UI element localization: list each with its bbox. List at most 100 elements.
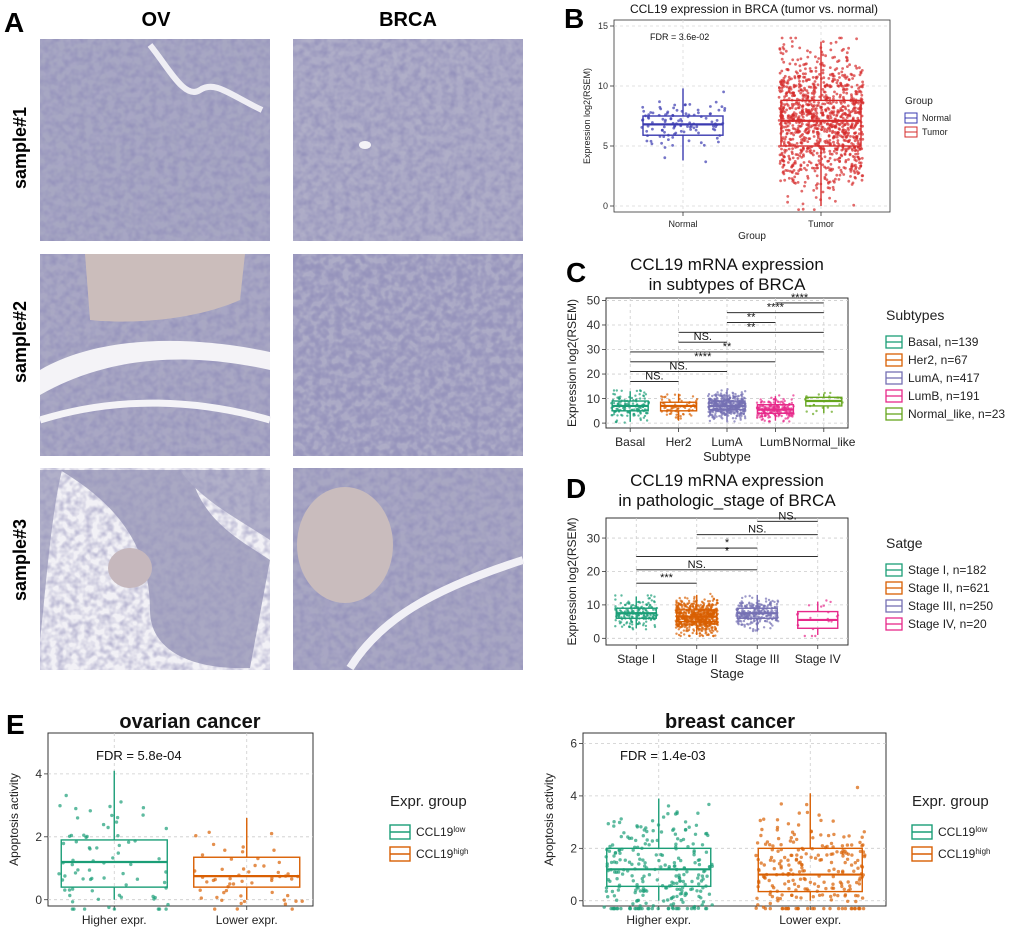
data-point [689,619,693,622]
data-point [692,126,696,130]
data-point [707,802,711,807]
data-point [843,123,847,127]
data-point [827,869,831,873]
data-point [767,416,770,419]
data-point [790,830,795,834]
data-point [696,108,700,112]
data-point [856,142,860,146]
data-point [744,595,747,598]
data-point [740,623,743,626]
data-point [834,40,838,44]
data-point [663,146,667,149]
data-point [855,37,858,41]
data-point [828,196,831,200]
data-point [693,595,696,599]
data-point [825,178,829,182]
data-point [70,900,75,904]
data-point [665,898,670,902]
data-point [791,92,795,95]
histology-image-brca-2 [293,254,523,456]
data-point [850,167,853,171]
data-point [817,124,821,127]
y-tick-label: 0 [570,894,577,908]
data-point [708,612,711,615]
data-point [228,876,232,881]
data-point [858,66,861,70]
data-point [806,147,809,151]
data-point [838,36,841,40]
data-point [850,85,854,89]
data-point [651,127,654,131]
data-point [740,395,744,398]
data-point [806,174,809,178]
data-point [682,872,686,877]
data-point [824,54,827,58]
data-point [711,401,714,404]
data-point [671,144,674,147]
data-point [835,151,838,155]
data-point [813,169,817,173]
data-point [641,105,645,109]
data-point [831,882,835,886]
data-point [711,603,714,606]
data-point [812,149,816,153]
data-point [823,129,826,133]
data-point [677,633,681,637]
data-point [821,102,825,106]
data-point [606,895,610,899]
data-point [767,604,770,607]
data-point [674,416,678,419]
data-point [796,884,801,889]
y-tick-label: 20 [587,565,601,579]
data-point [228,882,232,886]
data-point [754,853,758,858]
data-point [763,876,767,880]
data-point [96,897,101,901]
data-point [781,159,785,163]
data-point [785,125,788,129]
data-point [758,620,761,623]
data-point [669,117,673,120]
data-point [783,103,787,106]
data-point [839,168,843,172]
data-point [782,105,786,109]
data-point [649,111,653,114]
data-point [838,156,842,160]
data-point [229,857,234,861]
data-point [635,824,639,828]
data-point [839,134,842,138]
data-point [634,906,638,911]
legend-label: Normal_like, n=23 [908,407,1005,421]
comparison-label: NS. [669,361,687,373]
data-point [631,902,635,906]
data-point [664,886,669,890]
data-point [850,906,854,911]
data-point [710,120,714,124]
data-point [681,879,685,884]
data-point [802,161,806,164]
data-point [618,851,622,855]
data-point [818,73,821,76]
data-point [812,135,816,138]
data-point [829,841,834,846]
data-point [808,146,812,150]
data-point [782,125,786,129]
data-point [778,162,782,165]
data-point [777,119,781,122]
data-point [787,141,791,145]
data-point [832,179,835,183]
data-point [615,898,619,902]
data-point [108,804,112,809]
data-point [831,136,835,140]
data-point [638,397,642,400]
data-point [674,842,678,846]
data-point [637,862,641,866]
data-point [68,893,72,898]
data-point [814,109,818,113]
data-point [684,604,687,607]
data-point [684,103,687,106]
data-point [828,149,832,153]
data-point [823,391,826,395]
x-tick-label: Stage I [617,652,655,666]
